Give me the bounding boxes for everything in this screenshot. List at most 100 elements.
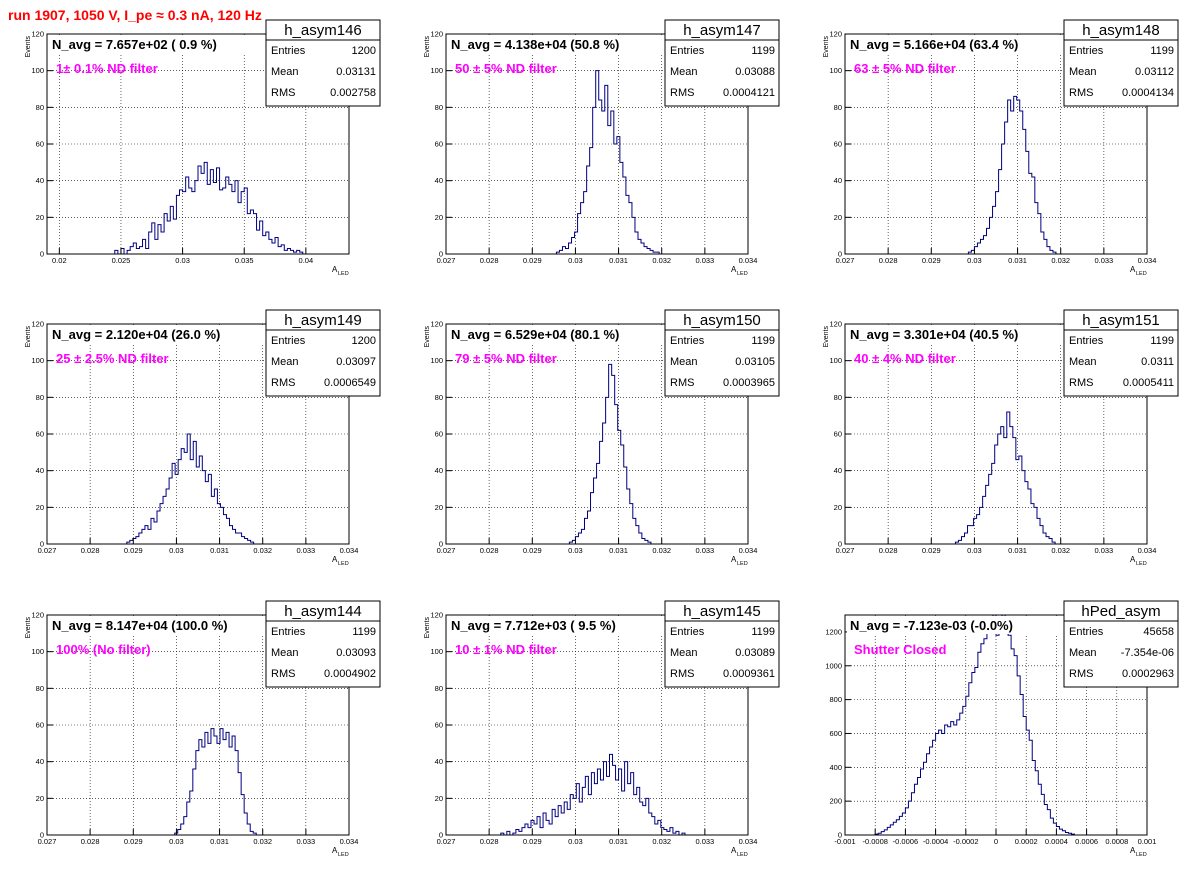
y-axis-label: Events bbox=[25, 326, 32, 348]
stats-value-mean: 0.03112 bbox=[1135, 66, 1174, 78]
stats-value-entries: 45658 bbox=[1143, 626, 1174, 638]
y-axis-label: Events bbox=[25, 36, 32, 58]
navg-label-background bbox=[448, 616, 666, 634]
filter-annotation: 63 ± 5% ND filter bbox=[854, 61, 956, 76]
stats-value-entries: 1199 bbox=[751, 45, 775, 57]
y-tick-label: 60 bbox=[834, 140, 842, 149]
y-tick-label: 60 bbox=[36, 140, 44, 149]
x-tick-label: 0.03 bbox=[568, 546, 583, 555]
filter-annotation: 100% (No filter) bbox=[56, 642, 151, 657]
y-tick-label: 40 bbox=[435, 466, 443, 475]
y-tick-label: 100 bbox=[430, 647, 443, 656]
x-tick-label: 0.03 bbox=[568, 256, 583, 265]
x-tick-label: 0.029 bbox=[523, 546, 542, 555]
stats-box-frame bbox=[664, 19, 780, 107]
navg-label: N_avg = -7.123e-03 (-0.0%) bbox=[850, 618, 1013, 633]
y-tick-label: 20 bbox=[435, 213, 443, 222]
stats-value-mean: 0.03093 bbox=[336, 647, 376, 659]
x-tick-label: 0.032 bbox=[253, 837, 272, 846]
y-axis-label: Events bbox=[424, 36, 431, 58]
x-tick-label: 0.034 bbox=[739, 546, 758, 555]
x-tick-label: 0.027 bbox=[38, 837, 57, 846]
x-tick-label: 0.028 bbox=[879, 256, 898, 265]
hist-name: h_asym144 bbox=[284, 603, 362, 620]
y-tick-label: 40 bbox=[834, 466, 842, 475]
x-axis-label-subscript: LED bbox=[338, 852, 349, 858]
x-axis-label: A bbox=[332, 846, 338, 855]
navg-label: N_avg = 6.529e+04 (80.1 %) bbox=[451, 327, 619, 342]
stats-box-frame bbox=[1063, 19, 1179, 107]
navg-label-background bbox=[847, 616, 1065, 634]
y-tick-label: 0 bbox=[40, 831, 44, 840]
stats-label-entries: Entries bbox=[271, 626, 306, 638]
filter-annotation: 25 ± 2.5% ND filter bbox=[56, 351, 169, 366]
stats-value-rms: 0.0003965 bbox=[723, 377, 775, 389]
navg-label-background bbox=[49, 35, 267, 53]
histogram-series bbox=[467, 753, 710, 835]
y-tick-label: 40 bbox=[435, 757, 443, 766]
x-axis-label: A bbox=[731, 846, 737, 855]
y-tick-label: 100 bbox=[31, 356, 44, 365]
x-tick-label: 0.001 bbox=[1138, 837, 1157, 846]
x-tick-label: -0.0004 bbox=[923, 837, 948, 846]
x-tick-label: 0.032 bbox=[1051, 256, 1070, 265]
histogram-panel: 0.027 0.028 0.029 0.03 0.031 0.032 0.033 0.034 0… bbox=[823, 309, 1179, 567]
stats-label-mean: Mean bbox=[1069, 647, 1097, 659]
x-tick-label: 0.034 bbox=[340, 837, 359, 846]
navg-label: N_avg = 5.166e+04 (63.4 %) bbox=[850, 37, 1018, 52]
x-tick-label: 0.029 bbox=[523, 837, 542, 846]
histogram-series bbox=[532, 70, 684, 254]
x-axis-label: A bbox=[332, 265, 338, 274]
stats-label-entries: Entries bbox=[670, 45, 705, 57]
x-tick-label: -0.0006 bbox=[893, 837, 918, 846]
stats-label-rms: RMS bbox=[670, 377, 694, 389]
x-tick-label: 0.029 bbox=[124, 546, 143, 555]
x-axis-label-subscript: LED bbox=[1136, 271, 1147, 277]
x-tick-label: 0.031 bbox=[609, 256, 628, 265]
stats-box-frame bbox=[1063, 600, 1179, 688]
y-tick-label: 0 bbox=[439, 831, 443, 840]
y-axis-label: Events bbox=[424, 326, 431, 348]
x-tick-label: 0.027 bbox=[437, 546, 456, 555]
x-axis-label: A bbox=[1130, 555, 1136, 564]
stats-box-frame bbox=[664, 600, 780, 688]
stats-value-mean: -7.354e-06 bbox=[1121, 647, 1174, 659]
stats-value-rms: 0.0009361 bbox=[723, 668, 775, 680]
stats-label-entries: Entries bbox=[271, 335, 306, 347]
page-title: run 1907, 1050 V, I_pe ≈ 0.3 nA, 120 Hz bbox=[8, 7, 262, 23]
y-tick-label: 20 bbox=[435, 503, 443, 512]
histogram-series bbox=[77, 161, 349, 254]
x-tick-label: 0.0002 bbox=[1015, 837, 1038, 846]
x-tick-label: 0.0008 bbox=[1105, 837, 1128, 846]
x-tick-label: 0.032 bbox=[652, 256, 671, 265]
x-tick-label: 0.028 bbox=[879, 546, 898, 555]
x-tick-label: 0.028 bbox=[81, 546, 100, 555]
x-tick-label: 0.032 bbox=[1051, 546, 1070, 555]
y-tick-label: 40 bbox=[36, 176, 44, 185]
y-tick-label: 20 bbox=[36, 213, 44, 222]
y-tick-label: 40 bbox=[36, 757, 44, 766]
stats-label-mean: Mean bbox=[271, 66, 299, 78]
x-axis-label-subscript: LED bbox=[737, 271, 748, 277]
stats-box: h_asym150 Entries 1199 Mean 0.03105 RMS 0.0003… bbox=[664, 309, 780, 397]
y-tick-label: 800 bbox=[829, 695, 842, 704]
stats-box-frame bbox=[265, 309, 381, 397]
stats-box-frame bbox=[1063, 309, 1179, 397]
x-tick-label: 0.031 bbox=[1008, 546, 1027, 555]
x-tick-label: 0.028 bbox=[480, 256, 499, 265]
y-tick-label: 20 bbox=[834, 503, 842, 512]
navg-label: N_avg = 7.657e+02 ( 0.9 %) bbox=[52, 37, 217, 52]
filter-annotation: 10 ± 1% ND filter bbox=[455, 642, 557, 657]
y-tick-label: 0 bbox=[40, 250, 44, 259]
x-tick-label: 0.04 bbox=[299, 256, 314, 265]
y-tick-label: 40 bbox=[834, 176, 842, 185]
y-tick-label: 80 bbox=[435, 684, 443, 693]
histogram-series bbox=[845, 615, 1147, 835]
filter-annotation: 40 ± 4% ND filter bbox=[854, 351, 956, 366]
stats-value-rms: 0.0004134 bbox=[1122, 87, 1174, 99]
x-tick-label: 0.034 bbox=[739, 837, 758, 846]
navg-label-box: N_avg = 3.301e+04 (40.5 %) bbox=[847, 325, 1065, 343]
x-tick-label: 0 bbox=[994, 837, 998, 846]
stats-label-rms: RMS bbox=[1069, 668, 1093, 680]
hist-name: h_asym149 bbox=[284, 312, 362, 329]
